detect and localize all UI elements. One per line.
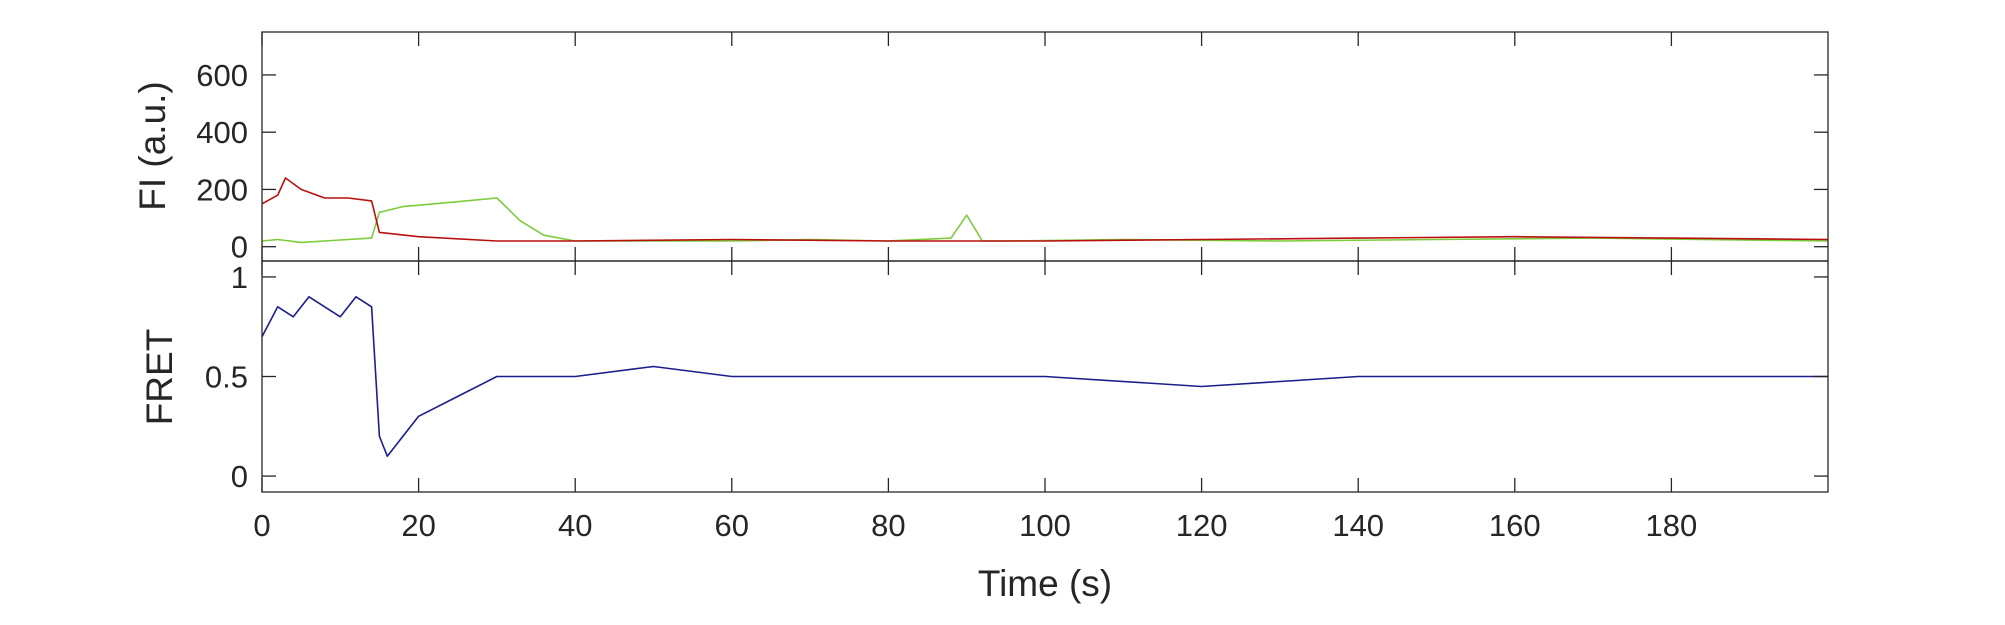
fret-series-group xyxy=(262,295,1828,458)
fret-ticks: 0 0.5 1 0 20 40 60 80 100 120 140 160 180 xyxy=(205,260,1828,543)
fret-xtick-label: 100 xyxy=(1019,508,1071,543)
fi-ytick-label: 200 xyxy=(196,172,248,207)
fret-xtick-label: 20 xyxy=(401,508,435,543)
fi-ytick-label: 400 xyxy=(196,115,248,150)
fi-series-line-1 xyxy=(262,177,1828,242)
fi-ylabel: FI (a.u.) xyxy=(132,81,173,211)
fi-ytick-label: 600 xyxy=(196,58,248,93)
fret-series-line-0 xyxy=(262,295,1828,458)
fi-ytick-label: 0 xyxy=(231,230,248,265)
fi-series-group xyxy=(262,177,1828,244)
fret-xtick-label: 40 xyxy=(558,508,592,543)
fret-xtick-label: 60 xyxy=(715,508,749,543)
fret-xlabel: Time (s) xyxy=(978,563,1112,604)
fret-xtick-label: 120 xyxy=(1176,508,1228,543)
fret-ytick-label: 1 xyxy=(231,260,248,295)
fret-ytick-label: 0.5 xyxy=(205,360,248,395)
fret-xtick-label: 160 xyxy=(1489,508,1541,543)
fi-panel: 0 200 400 600 FI (a.u.) xyxy=(132,31,1829,265)
fret-xtick-label: 80 xyxy=(871,508,905,543)
fret-xtick-label: 0 xyxy=(253,508,270,543)
fret-ylabel: FRET xyxy=(139,329,180,426)
fret-panel: 0 0.5 1 0 20 40 60 80 100 120 140 160 180 FRET Time … xyxy=(139,260,1829,604)
fi-ticks: 0 200 400 600 xyxy=(196,32,1828,265)
fret-ytick-label: 0 xyxy=(231,459,248,494)
fret-xtick-label: 140 xyxy=(1332,508,1384,543)
fret-xtick-label: 180 xyxy=(1646,508,1698,543)
